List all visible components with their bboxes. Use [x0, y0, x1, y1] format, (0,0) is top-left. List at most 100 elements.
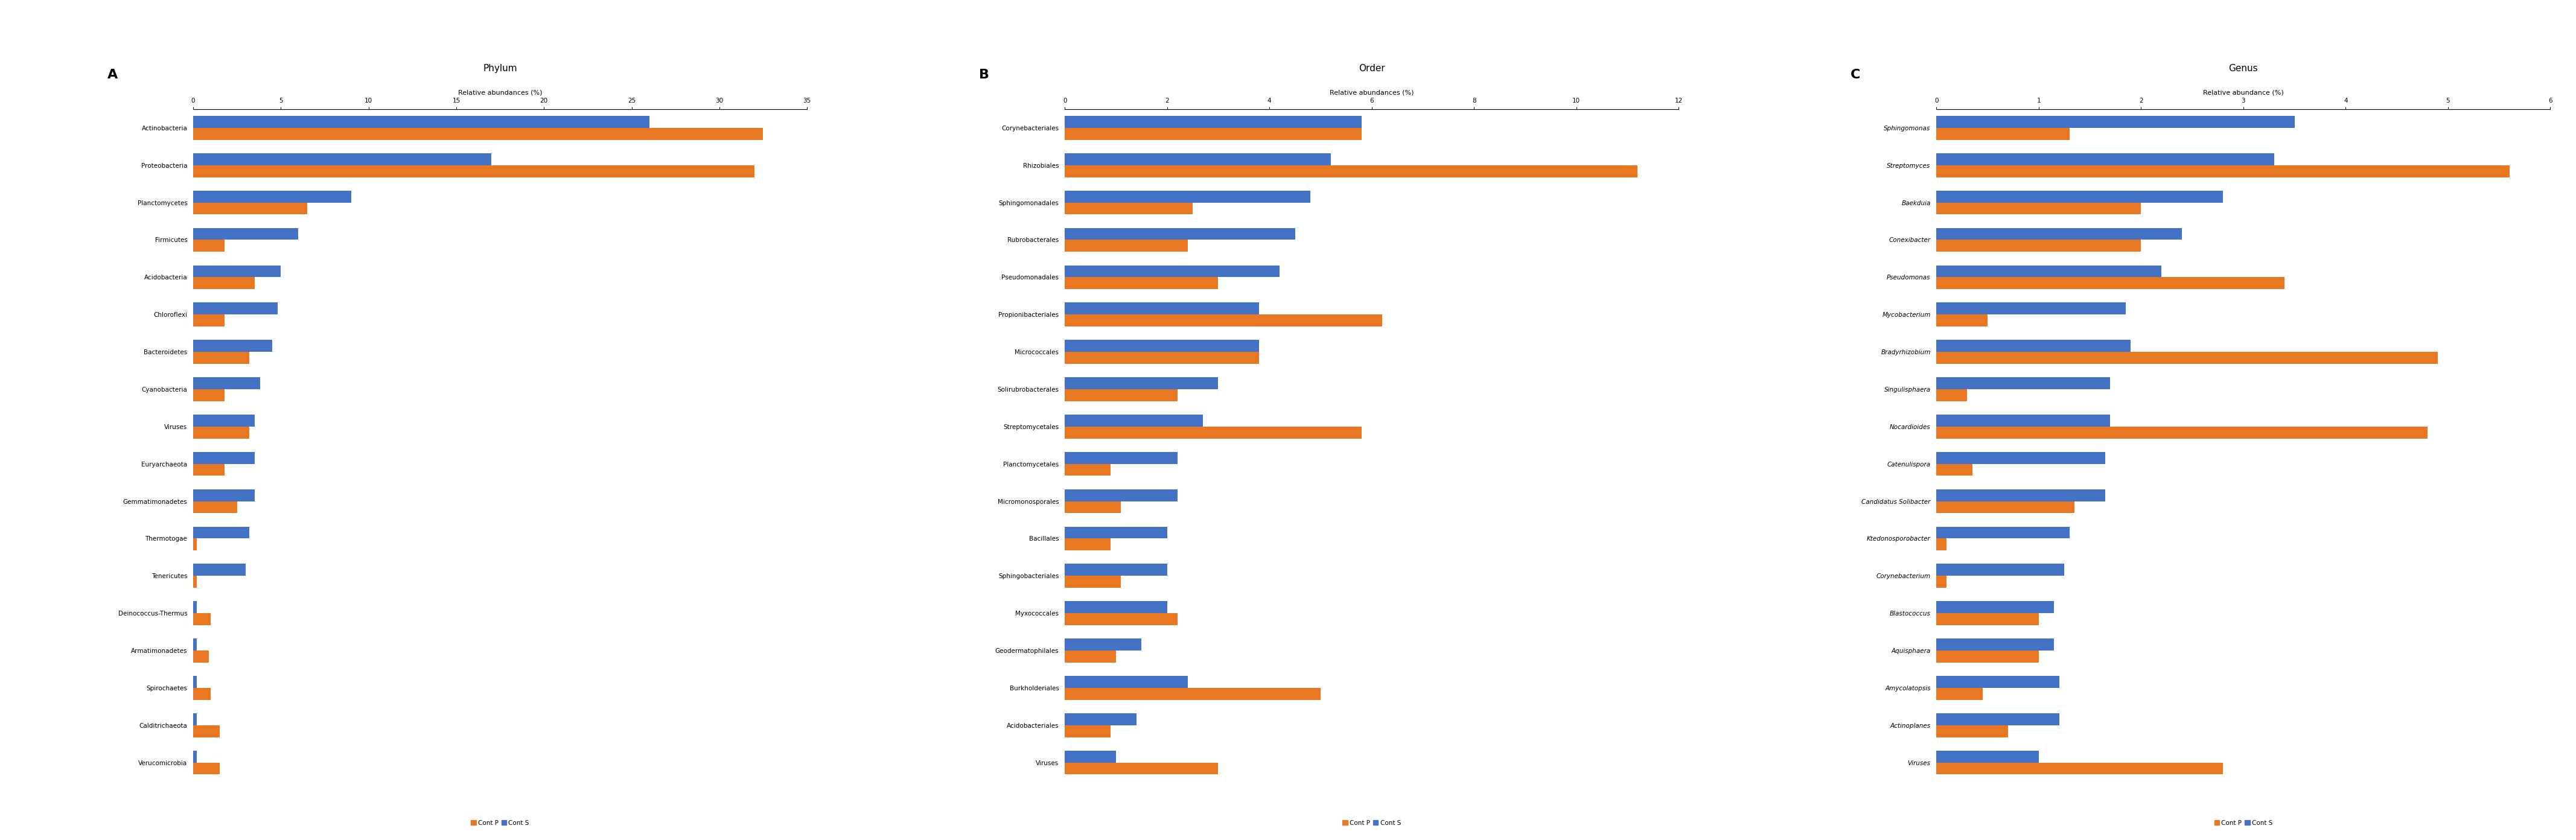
Bar — [1064, 427, 1363, 438]
Bar — [193, 538, 196, 550]
Bar — [1064, 165, 1638, 177]
Bar — [1064, 377, 1218, 389]
Bar — [1937, 576, 1947, 588]
Bar — [193, 165, 755, 177]
Bar — [193, 613, 211, 625]
Bar — [1064, 116, 1363, 128]
Bar — [193, 191, 350, 202]
Bar — [1064, 688, 1321, 700]
Bar — [1937, 277, 2285, 289]
Text: C: C — [1850, 69, 1860, 81]
Bar — [193, 240, 224, 252]
Bar — [193, 725, 219, 738]
Bar — [1064, 389, 1177, 402]
Bar — [193, 228, 299, 240]
Bar — [193, 688, 211, 700]
Bar — [1937, 650, 2038, 663]
Bar — [193, 389, 224, 402]
Bar — [1937, 538, 1947, 550]
Bar — [1937, 688, 1984, 700]
Bar — [193, 377, 260, 389]
Bar — [1937, 427, 2427, 438]
Legend: Cont P, Cont S: Cont P, Cont S — [469, 817, 531, 828]
Bar — [193, 128, 762, 139]
Bar — [1064, 763, 1218, 774]
Bar — [193, 713, 196, 725]
Bar — [193, 452, 255, 464]
Bar — [1937, 564, 2063, 576]
Bar — [1937, 116, 2295, 128]
X-axis label: Relative abundances (%): Relative abundances (%) — [1329, 90, 1414, 96]
Bar — [193, 501, 237, 513]
Bar — [1937, 389, 1968, 402]
Bar — [1064, 352, 1260, 364]
Bar — [1064, 576, 1121, 588]
Bar — [193, 277, 255, 289]
Bar — [193, 415, 255, 427]
Bar — [193, 202, 307, 214]
Bar — [193, 427, 250, 438]
Bar — [1064, 527, 1167, 538]
Bar — [1064, 128, 1363, 139]
Text: B: B — [979, 69, 989, 81]
Bar — [1064, 601, 1167, 613]
Legend: Cont P, Cont S: Cont P, Cont S — [2213, 817, 2275, 828]
Bar — [1064, 302, 1260, 314]
Bar — [193, 638, 196, 650]
Bar — [1937, 676, 2058, 688]
Bar — [1064, 501, 1121, 513]
Bar — [1064, 340, 1260, 352]
Bar — [1064, 240, 1188, 252]
Bar — [1937, 314, 1989, 327]
Bar — [1937, 128, 2069, 139]
Bar — [193, 676, 196, 688]
Bar — [193, 763, 219, 774]
Bar — [1937, 501, 2074, 513]
Bar — [1937, 725, 2009, 738]
Title: Order: Order — [1358, 64, 1386, 73]
Bar — [1064, 538, 1110, 550]
Bar — [193, 302, 278, 314]
Bar — [1064, 676, 1188, 688]
Bar — [1937, 202, 2141, 214]
Title: Phylum: Phylum — [484, 64, 518, 73]
Bar — [1937, 452, 2105, 464]
Bar — [1937, 340, 2130, 352]
Bar — [193, 464, 224, 475]
Bar — [1937, 265, 2161, 277]
Title: Genus: Genus — [2228, 64, 2259, 73]
Bar — [1064, 191, 1311, 202]
Bar — [1937, 302, 2125, 314]
Bar — [1937, 763, 2223, 774]
Bar — [1064, 153, 1332, 165]
Bar — [1937, 638, 2053, 650]
Bar — [1064, 277, 1218, 289]
Bar — [193, 527, 250, 538]
Bar — [1064, 314, 1381, 327]
Bar — [1937, 713, 2058, 725]
Bar — [193, 340, 273, 352]
Bar — [1937, 527, 2069, 538]
Bar — [1064, 265, 1280, 277]
Bar — [1064, 751, 1115, 763]
Bar — [1937, 415, 2110, 427]
Legend: Cont P, Cont S: Cont P, Cont S — [1340, 817, 1404, 828]
Bar — [193, 751, 196, 763]
Bar — [1937, 228, 2182, 240]
Bar — [1064, 725, 1110, 738]
Bar — [1064, 713, 1136, 725]
Bar — [1937, 165, 2509, 177]
Bar — [1937, 240, 2141, 252]
Bar — [193, 564, 245, 576]
Bar — [1937, 153, 2275, 165]
Bar — [193, 650, 209, 663]
Bar — [193, 601, 196, 613]
Bar — [193, 489, 255, 501]
Bar — [1064, 564, 1167, 576]
Bar — [1064, 415, 1203, 427]
Bar — [1064, 489, 1177, 501]
Bar — [1937, 191, 2223, 202]
Text: A: A — [108, 69, 118, 81]
Bar — [1937, 464, 1973, 475]
Bar — [1064, 638, 1141, 650]
